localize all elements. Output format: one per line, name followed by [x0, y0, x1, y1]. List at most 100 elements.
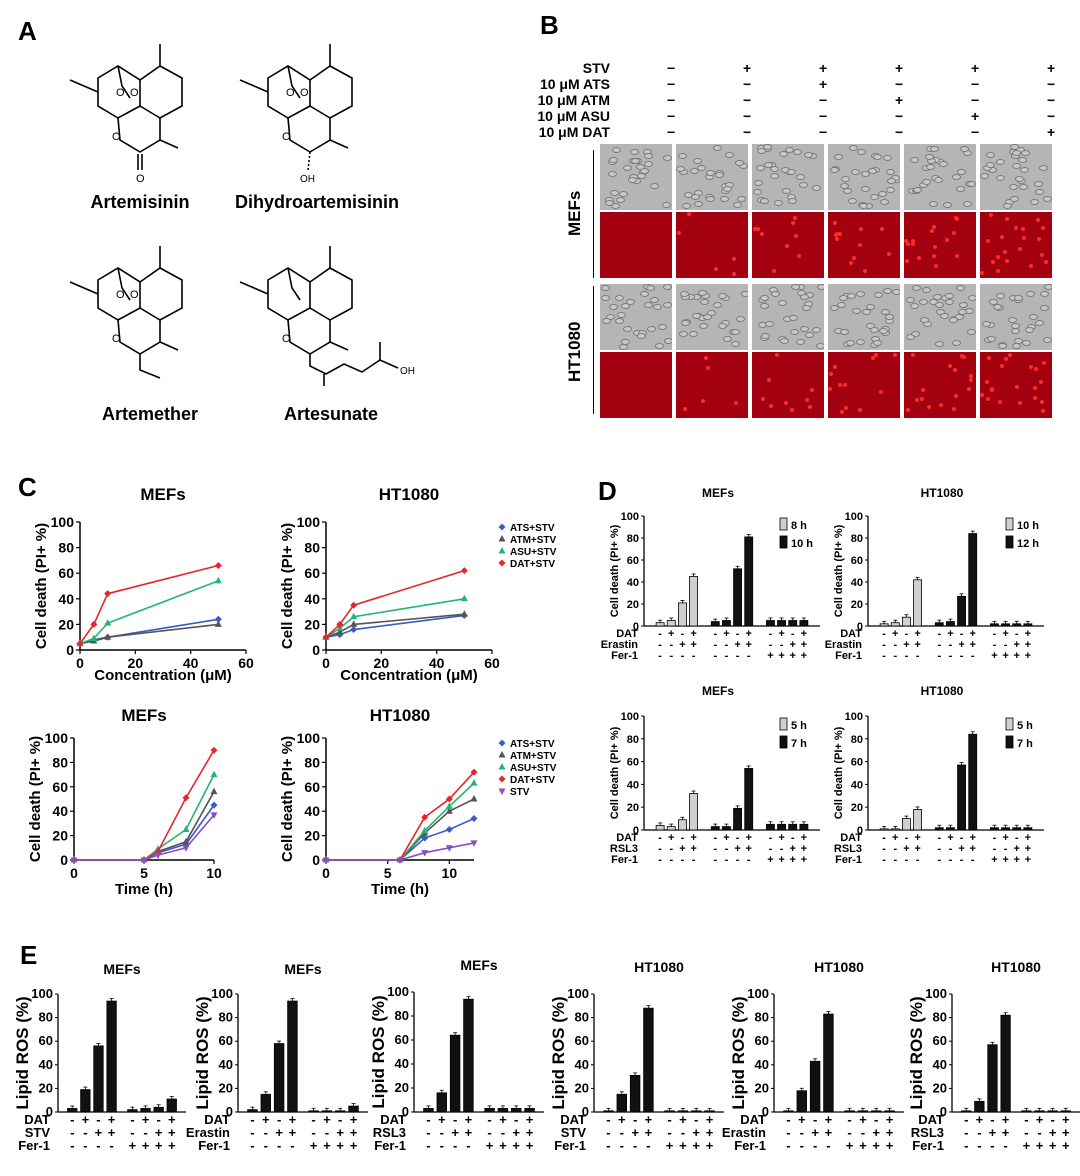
- data-point-marker: [336, 620, 344, 628]
- treatment-sign: -: [83, 1138, 87, 1153]
- cell: [774, 199, 784, 206]
- y-tick-label: 60: [627, 555, 639, 567]
- treatment-sign: +: [903, 843, 909, 855]
- cell: [616, 312, 626, 319]
- treatment-sign: -: [882, 843, 886, 855]
- pi-positive-cell: [1029, 365, 1034, 370]
- treatment-sign: +: [336, 1138, 344, 1153]
- cell: [692, 312, 702, 319]
- treatment-sign: +: [743, 60, 752, 76]
- svg-text:OH: OH: [300, 174, 315, 185]
- artemether-structure: O O O: [69, 246, 183, 379]
- y-tick-label: 40: [575, 1057, 589, 1072]
- treatment-sign: +: [1014, 650, 1020, 662]
- cell: [833, 153, 843, 160]
- cell: [793, 149, 803, 156]
- data-point-marker: [210, 787, 218, 795]
- cell: [639, 168, 649, 175]
- data-point-marker: [76, 640, 84, 648]
- cell: [952, 173, 962, 180]
- cell: [884, 314, 894, 321]
- bar: [436, 1092, 447, 1113]
- bar: [484, 1108, 495, 1113]
- cell: [1029, 199, 1039, 206]
- cell: [662, 302, 672, 309]
- cell: [922, 286, 932, 293]
- chart-title: HT1080: [814, 959, 864, 975]
- brightfield-image: [752, 144, 824, 210]
- pi-positive-cell: [1033, 396, 1038, 401]
- cell: [948, 316, 958, 323]
- data-point-marker: [214, 620, 222, 627]
- cell: [786, 169, 796, 176]
- x-tick-label: 0: [322, 655, 330, 671]
- cell: [662, 284, 672, 291]
- bar: [93, 1045, 104, 1113]
- y-tick-label: 100: [297, 730, 321, 746]
- pi-positive-cell: [828, 372, 833, 377]
- treatment-sign: +: [679, 639, 685, 651]
- treatment-sign: +: [451, 1125, 459, 1140]
- cell: [781, 188, 791, 195]
- y-tick-label: 80: [933, 1010, 947, 1025]
- cell: [769, 165, 779, 172]
- bar: [946, 621, 955, 627]
- data-point-marker: [350, 612, 358, 620]
- cell: [989, 299, 999, 306]
- cell: [800, 293, 810, 300]
- cell: [663, 337, 672, 344]
- pi-positive-cell: [706, 365, 711, 370]
- treatment-sign: +: [914, 843, 920, 855]
- cell: [1007, 316, 1017, 323]
- chart-title: HT1080: [991, 959, 1041, 975]
- legend-label: ATM+STV: [510, 535, 557, 546]
- dihydroartemisinin-structure: O O O OH: [239, 44, 353, 185]
- legend-label: 5 h: [1017, 720, 1033, 732]
- pi-positive-cell: [969, 377, 974, 382]
- cell: [629, 149, 639, 156]
- treatment-sign: -: [338, 1112, 342, 1127]
- pi-positive-cell: [761, 397, 766, 402]
- data-point-marker: [70, 856, 78, 863]
- svg-text:O: O: [282, 131, 291, 143]
- brightfield-image: [600, 284, 672, 350]
- pi-positive-cell: [848, 261, 853, 266]
- pi-positive-cell: [1005, 217, 1010, 222]
- cell: [759, 302, 769, 309]
- treatment-sign: +: [289, 1125, 297, 1140]
- legend-label: 5 h: [791, 720, 807, 732]
- pi-positive-cell: [1017, 247, 1022, 252]
- treatment-sign: +: [706, 1125, 714, 1140]
- data-point-marker: [322, 633, 330, 640]
- bar: [857, 1110, 869, 1113]
- y-tick-label: 60: [851, 555, 863, 567]
- treatment-sign: +: [846, 1138, 854, 1153]
- data-point-marker: [214, 562, 222, 570]
- cell: [712, 145, 722, 152]
- pi-positive-cell: [755, 227, 760, 232]
- pi-positive-cell: [1043, 259, 1048, 264]
- y-tick-label: 40: [851, 779, 863, 791]
- treatment-sign: -: [893, 854, 897, 866]
- legend-label: 12 h: [1017, 538, 1039, 550]
- pi-fluorescence-image: [828, 352, 900, 418]
- cell: [625, 298, 635, 305]
- treatment-sign: -: [250, 1138, 254, 1153]
- y-tick-label: 0: [312, 852, 320, 868]
- pi-positive-cell: [858, 227, 863, 232]
- treatment-sign: +: [666, 1138, 674, 1153]
- bar: [823, 1013, 834, 1113]
- cell-line-label: HT1080: [565, 321, 584, 382]
- cell: [945, 299, 955, 306]
- cell: [805, 332, 815, 339]
- cell: [1011, 323, 1021, 330]
- treatment-sign: -: [971, 854, 975, 866]
- y-tick-label: 20: [304, 616, 320, 632]
- treatment-sign: +: [1025, 650, 1031, 662]
- bar: [273, 1043, 285, 1113]
- legend-swatch: [1005, 717, 1014, 731]
- bar: [913, 809, 922, 831]
- cell: [1018, 183, 1028, 190]
